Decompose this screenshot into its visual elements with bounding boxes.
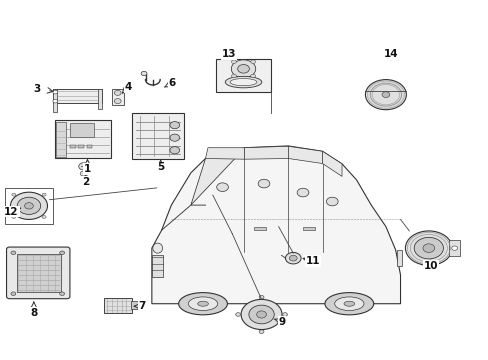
Circle shape	[289, 255, 297, 261]
Ellipse shape	[343, 301, 354, 306]
Bar	[216, 59, 270, 92]
Bar	[53, 89, 102, 103]
Circle shape	[256, 311, 266, 318]
Circle shape	[250, 74, 255, 78]
Circle shape	[258, 179, 269, 188]
Ellipse shape	[334, 297, 363, 311]
Circle shape	[237, 64, 249, 73]
Circle shape	[413, 237, 443, 259]
Text: 11: 11	[305, 256, 319, 266]
Bar	[98, 89, 102, 109]
Bar	[70, 145, 76, 148]
Ellipse shape	[230, 78, 256, 86]
Bar	[152, 255, 162, 277]
Bar	[448, 240, 459, 256]
Circle shape	[79, 163, 88, 170]
Circle shape	[11, 251, 16, 255]
Bar	[112, 89, 124, 105]
Bar	[104, 298, 132, 314]
Ellipse shape	[197, 301, 208, 306]
Bar	[56, 122, 66, 157]
Circle shape	[114, 99, 121, 104]
Circle shape	[53, 99, 58, 103]
Circle shape	[10, 192, 47, 220]
Ellipse shape	[325, 293, 373, 315]
Circle shape	[365, 80, 406, 110]
Text: 4: 4	[124, 82, 132, 92]
Circle shape	[451, 246, 457, 250]
Ellipse shape	[178, 293, 227, 315]
Text: 3: 3	[34, 84, 41, 94]
Polygon shape	[322, 151, 341, 176]
Circle shape	[12, 216, 16, 219]
Circle shape	[371, 85, 399, 105]
Circle shape	[169, 122, 179, 129]
Circle shape	[366, 81, 404, 108]
Circle shape	[17, 197, 41, 215]
Circle shape	[42, 193, 46, 196]
Polygon shape	[288, 146, 322, 163]
Bar	[303, 226, 315, 230]
Bar	[55, 120, 111, 158]
Circle shape	[11, 292, 16, 296]
Bar	[53, 89, 57, 112]
Circle shape	[169, 134, 179, 141]
Text: 5: 5	[157, 162, 164, 172]
Circle shape	[231, 60, 236, 63]
Circle shape	[235, 313, 240, 316]
Ellipse shape	[188, 297, 217, 311]
Polygon shape	[244, 146, 288, 159]
Circle shape	[326, 197, 337, 206]
Circle shape	[250, 60, 255, 63]
Circle shape	[169, 147, 179, 154]
Text: 2: 2	[82, 177, 89, 187]
Bar	[78, 145, 84, 148]
Text: 1: 1	[84, 164, 91, 174]
Circle shape	[80, 171, 87, 176]
Circle shape	[60, 251, 64, 255]
Circle shape	[216, 183, 228, 192]
Circle shape	[141, 71, 147, 76]
Bar	[132, 113, 183, 159]
Bar	[4, 188, 53, 224]
Circle shape	[297, 188, 308, 197]
Circle shape	[259, 296, 264, 299]
Bar	[254, 226, 266, 230]
Bar	[131, 301, 139, 309]
Text: 10: 10	[423, 261, 437, 271]
Bar	[70, 123, 94, 137]
Text: 14: 14	[383, 49, 397, 59]
Polygon shape	[205, 148, 244, 159]
Text: 7: 7	[138, 301, 145, 311]
Circle shape	[231, 60, 255, 78]
Circle shape	[241, 300, 282, 329]
Text: 12: 12	[4, 207, 19, 217]
Ellipse shape	[153, 243, 162, 253]
Ellipse shape	[225, 76, 261, 88]
Bar	[86, 145, 92, 148]
Circle shape	[381, 92, 389, 98]
FancyBboxPatch shape	[6, 247, 70, 299]
Circle shape	[53, 90, 58, 94]
Circle shape	[24, 203, 33, 209]
Circle shape	[248, 305, 274, 324]
Text: 9: 9	[278, 317, 285, 327]
Circle shape	[60, 292, 64, 296]
Circle shape	[12, 193, 16, 196]
Text: 6: 6	[168, 78, 176, 88]
Polygon shape	[152, 146, 400, 304]
Circle shape	[422, 244, 434, 252]
Circle shape	[114, 90, 121, 95]
Bar	[17, 253, 61, 292]
Circle shape	[231, 74, 236, 78]
Circle shape	[282, 313, 287, 316]
Text: 13: 13	[221, 49, 236, 59]
Bar	[396, 250, 402, 266]
Circle shape	[259, 330, 264, 333]
Polygon shape	[190, 148, 244, 205]
Text: 8: 8	[30, 308, 38, 318]
Circle shape	[42, 216, 46, 219]
Circle shape	[285, 252, 301, 264]
Circle shape	[405, 231, 451, 265]
